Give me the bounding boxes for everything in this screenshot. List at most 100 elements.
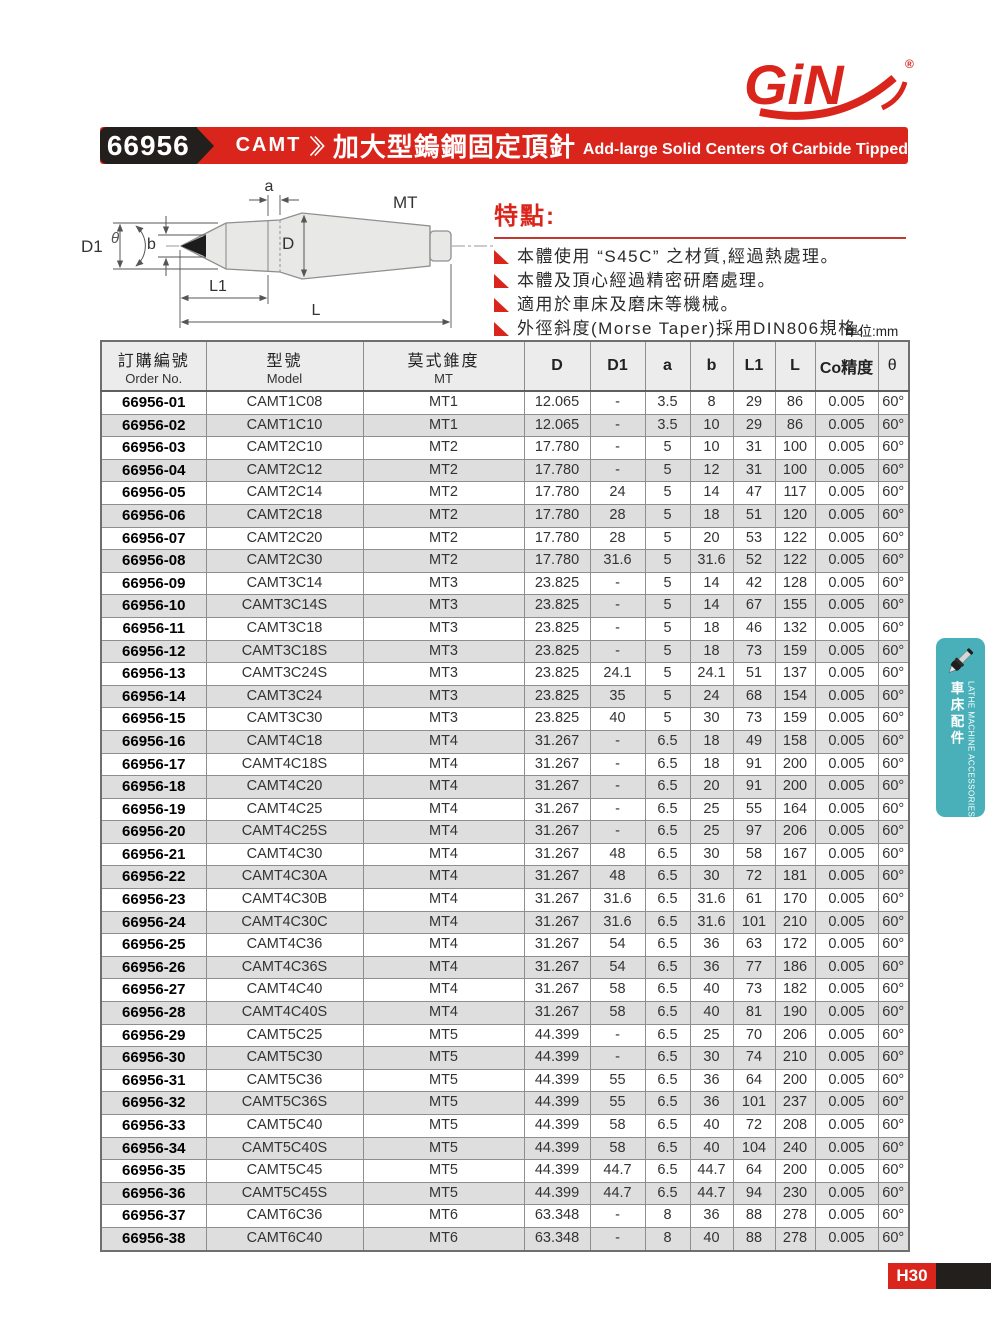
table-cell: 17.780 (523, 549, 591, 573)
bullet-triangle-icon (494, 274, 509, 288)
table-cell: MT3 (362, 616, 525, 641)
order-no-cell: 66956-27 (100, 978, 207, 1003)
table-cell: 54 (589, 933, 646, 957)
table-row: 66956-06 CAMT2C18 MT2 17.780 28 5 18 51 120 0.005… (100, 503, 910, 528)
table-cell: 0.005 (814, 390, 879, 415)
table-cell: 5 (644, 503, 691, 528)
table-cell: 44.399 (523, 1136, 591, 1161)
title-bar: 66956 CAMT 加大型鎢鋼固定頂針 Add-large Solid Cen… (100, 127, 908, 164)
table-cell: 8 (644, 1226, 691, 1252)
table-cell: 52 (732, 549, 776, 573)
table-cell: 0.005 (814, 775, 879, 799)
order-no-cell: 66956-25 (100, 933, 207, 957)
table-cell: 0.005 (814, 888, 879, 912)
table-row: 66956-32 CAMT5C36S MT5 44.399 55 6.5 36 101 237 0… (100, 1091, 910, 1115)
table-cell: CAMT4C18S (205, 752, 364, 777)
table-cell: 200 (774, 1068, 816, 1093)
table-cell: 5 (644, 684, 691, 709)
column-header: 訂購編號 Order No. (100, 340, 207, 392)
table-cell: 18 (689, 729, 734, 754)
table-cell: 48 (589, 842, 646, 867)
table-cell: 36 (689, 955, 734, 980)
table-cell: 159 (774, 639, 816, 664)
column-header: b (689, 340, 734, 392)
table-cell: 6.5 (644, 729, 691, 754)
order-no-cell: 66956-03 (100, 436, 207, 460)
table-cell: 60° (877, 1001, 910, 1025)
features-heading: 特點: (494, 196, 906, 239)
table-cell: 31.267 (523, 955, 591, 980)
table-cell: MT3 (362, 639, 525, 664)
table-cell: 128 (774, 571, 816, 596)
table-cell: CAMT4C40 (205, 978, 364, 1003)
table-cell: MT3 (362, 662, 525, 686)
table-cell: 23.825 (523, 639, 591, 664)
table-cell: MT4 (362, 842, 525, 867)
table-cell: CAMT2C12 (205, 458, 364, 483)
table-cell: 60° (877, 1114, 910, 1138)
table-cell: MT4 (362, 888, 525, 912)
table-cell: 31.267 (523, 775, 591, 799)
table-cell: MT4 (362, 820, 525, 844)
column-header: 莫式錐度 MT (362, 340, 525, 392)
table-cell: CAMT4C30C (205, 910, 364, 935)
order-no-cell: 66956-15 (100, 707, 207, 731)
order-no-cell: 66956-35 (100, 1159, 207, 1183)
table-row: 66956-07 CAMT2C20 MT2 17.780 28 5 20 53 122 0.005… (100, 526, 910, 551)
order-no-cell: 66956-11 (100, 616, 207, 641)
table-cell: 40 (689, 1114, 734, 1138)
table-cell: CAMT1C10 (205, 413, 364, 438)
table-cell: 10 (689, 413, 734, 438)
table-cell: CAMT3C24 (205, 684, 364, 709)
table-cell: CAMT2C30 (205, 549, 364, 573)
table-cell: 63.348 (523, 1226, 591, 1252)
unit-label: 單位:mm (845, 324, 899, 339)
table-cell: 60° (877, 820, 910, 844)
table-cell: 0.005 (814, 481, 879, 505)
table-row: 66956-31 CAMT5C36 MT5 44.399 55 6.5 36 64 200 0.0… (100, 1068, 910, 1093)
table-cell: 46 (732, 616, 776, 641)
table-cell: 6.5 (644, 1001, 691, 1025)
table-cell: 0.005 (814, 526, 879, 551)
column-header-en: Model (266, 370, 303, 386)
table-cell: 0.005 (814, 842, 879, 867)
table-cell: - (589, 1204, 646, 1228)
table-cell: 74 (732, 1046, 776, 1070)
feature-item: 本體使用 “S45C” 之材質,經過熱處理。 (494, 247, 906, 266)
table-cell: 200 (774, 775, 816, 799)
table-cell: 0.005 (814, 933, 879, 957)
dim-label-l1: L1 (209, 278, 227, 295)
dim-label-mt: MT (393, 193, 418, 212)
table-cell: 0.005 (814, 1159, 879, 1183)
table-cell: 49 (732, 729, 776, 754)
table-cell: 206 (774, 820, 816, 844)
table-cell: MT5 (362, 1068, 525, 1093)
table-cell: 86 (774, 390, 816, 415)
table-cell: 63.348 (523, 1204, 591, 1228)
table-cell: MT5 (362, 1023, 525, 1048)
feature-text: 適用於車床及磨床等機械。 (517, 295, 739, 314)
table-cell: CAMT4C36S (205, 955, 364, 980)
table-cell: 60° (877, 1068, 910, 1093)
table-row: 66956-25 CAMT4C36 MT4 31.267 54 6.5 36 63 172 0.0… (100, 933, 910, 957)
table-cell: CAMT5C40S (205, 1136, 364, 1161)
table-cell: 31.267 (523, 888, 591, 912)
table-cell: CAMT2C20 (205, 526, 364, 551)
table-row: 66956-23 CAMT4C30B MT4 31.267 31.6 6.5 31.6 61 1… (100, 888, 910, 912)
table-row: 66956-05 CAMT2C14 MT2 17.780 24 5 14 47 117 0.005… (100, 481, 910, 505)
table-cell: 0.005 (814, 910, 879, 935)
dim-label-l: L (312, 302, 321, 319)
table-cell: 0.005 (814, 413, 879, 438)
table-cell: 155 (774, 594, 816, 618)
table-cell: 5 (644, 458, 691, 483)
table-cell: 30 (689, 1046, 734, 1070)
table-cell: 88 (732, 1204, 776, 1228)
order-no-cell: 66956-17 (100, 752, 207, 777)
table-cell: - (589, 820, 646, 844)
order-no-cell: 66956-04 (100, 458, 207, 483)
table-cell: 60° (877, 1046, 910, 1070)
dim-label-a: a (265, 178, 274, 195)
table-cell: 60° (877, 662, 910, 686)
order-no-cell: 66956-31 (100, 1068, 207, 1093)
table-cell: 0.005 (814, 797, 879, 822)
